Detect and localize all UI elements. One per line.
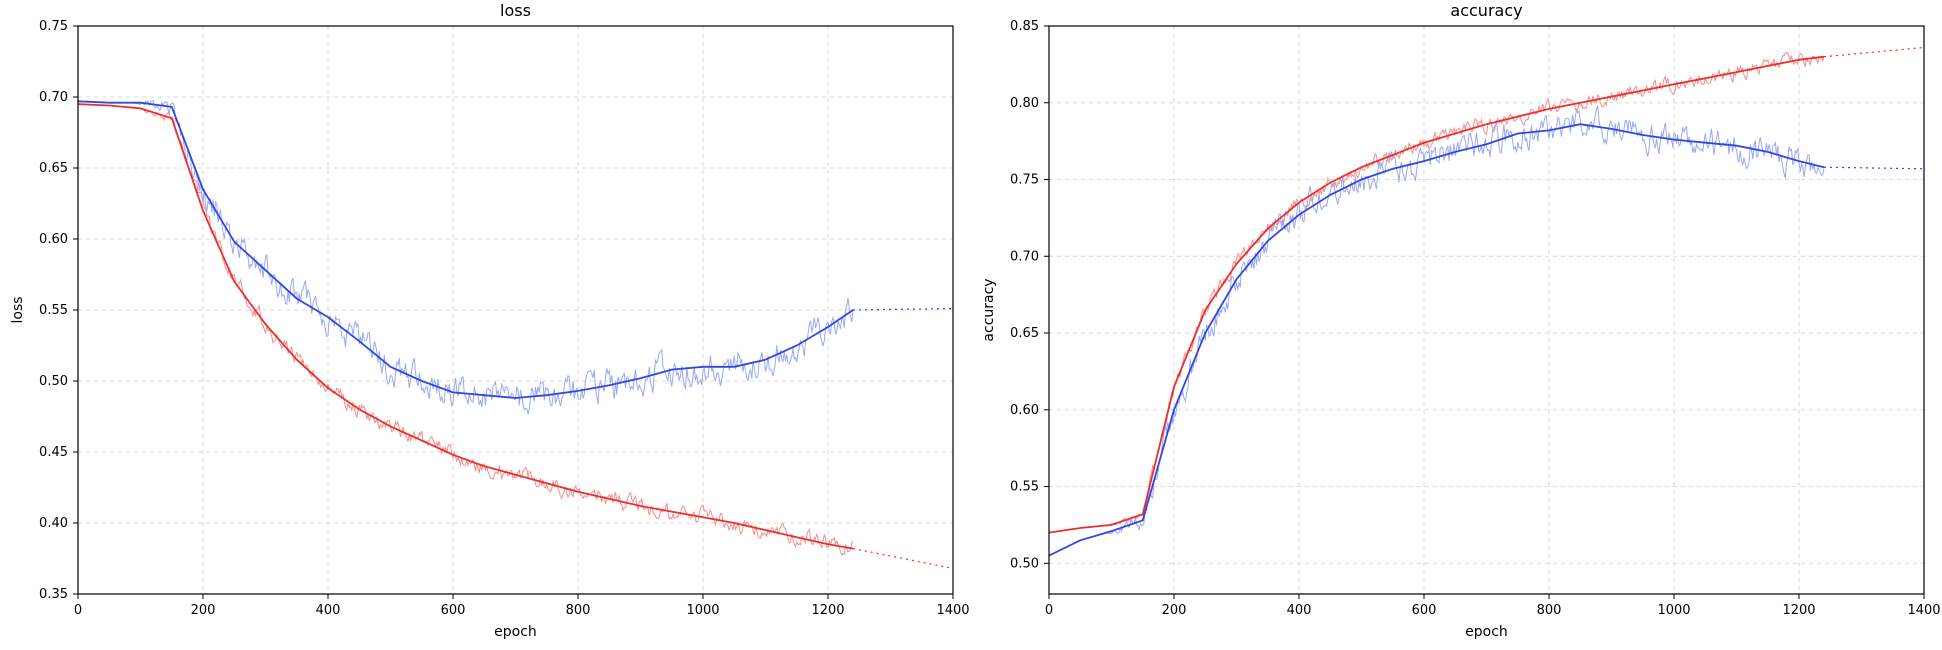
y-tick-label: 0.80 — [1010, 96, 1039, 111]
y-tick-label: 0.70 — [39, 90, 68, 105]
y-axis-label: accuracy — [981, 278, 997, 341]
x-tick-label: 0 — [74, 603, 82, 618]
x-tick-label: 1400 — [936, 603, 969, 618]
x-axis-label: epoch — [1465, 624, 1508, 640]
y-tick-label: 0.85 — [1010, 19, 1039, 34]
y-tick-label: 0.40 — [39, 516, 68, 531]
x-tick-label: 1200 — [1782, 603, 1815, 618]
y-tick-label: 0.45 — [39, 445, 68, 460]
chart-title: accuracy — [1450, 1, 1522, 20]
x-tick-label: 400 — [316, 603, 341, 618]
y-tick-label: 0.65 — [39, 161, 68, 176]
x-tick-label: 600 — [1412, 603, 1437, 618]
y-tick-label: 0.60 — [1010, 403, 1039, 418]
x-tick-label: 800 — [1537, 603, 1562, 618]
loss-panel: 0 200 400 600 800 1000 1200 1400 0.35 0.40 0.45 0.5… — [0, 0, 971, 650]
x-tick-label: 400 — [1287, 603, 1312, 618]
y-tick-label: 0.50 — [1010, 556, 1039, 571]
figure: 0 200 400 600 800 1000 1200 1400 0.35 0.40 0.45 0.5… — [0, 0, 1942, 650]
y-tick-label: 0.35 — [39, 587, 68, 602]
x-tick-label: 800 — [566, 603, 591, 618]
x-tick-label: 1000 — [686, 603, 719, 618]
x-tick-label: 200 — [1162, 603, 1187, 618]
x-tick-label: 0 — [1045, 603, 1053, 618]
chart-title: loss — [500, 1, 531, 20]
x-axis-label: epoch — [494, 624, 537, 640]
x-tick-label: 1200 — [811, 603, 844, 618]
y-tick-label: 0.55 — [1010, 480, 1039, 495]
loss-chart: 0 200 400 600 800 1000 1200 1400 0.35 0.40 0.45 0.5… — [0, 0, 971, 650]
accuracy-panel: 0 200 400 600 800 1000 1200 1400 0.50 0.55 0.60 0.6… — [971, 0, 1942, 650]
y-axis-label: loss — [10, 296, 26, 323]
y-tick-label: 0.60 — [39, 232, 68, 247]
x-tick-label: 1400 — [1907, 603, 1940, 618]
x-tick-label: 600 — [441, 603, 466, 618]
x-tick-label: 1000 — [1657, 603, 1690, 618]
y-tick-label: 0.75 — [1010, 173, 1039, 188]
y-tick-label: 0.70 — [1010, 249, 1039, 264]
y-tick-label: 0.65 — [1010, 326, 1039, 341]
y-tick-label: 0.75 — [39, 19, 68, 34]
y-tick-label: 0.50 — [39, 374, 68, 389]
x-tick-label: 200 — [191, 603, 216, 618]
y-tick-label: 0.55 — [39, 303, 68, 318]
accuracy-chart: 0 200 400 600 800 1000 1200 1400 0.50 0.55 0.60 0.6… — [971, 0, 1942, 650]
